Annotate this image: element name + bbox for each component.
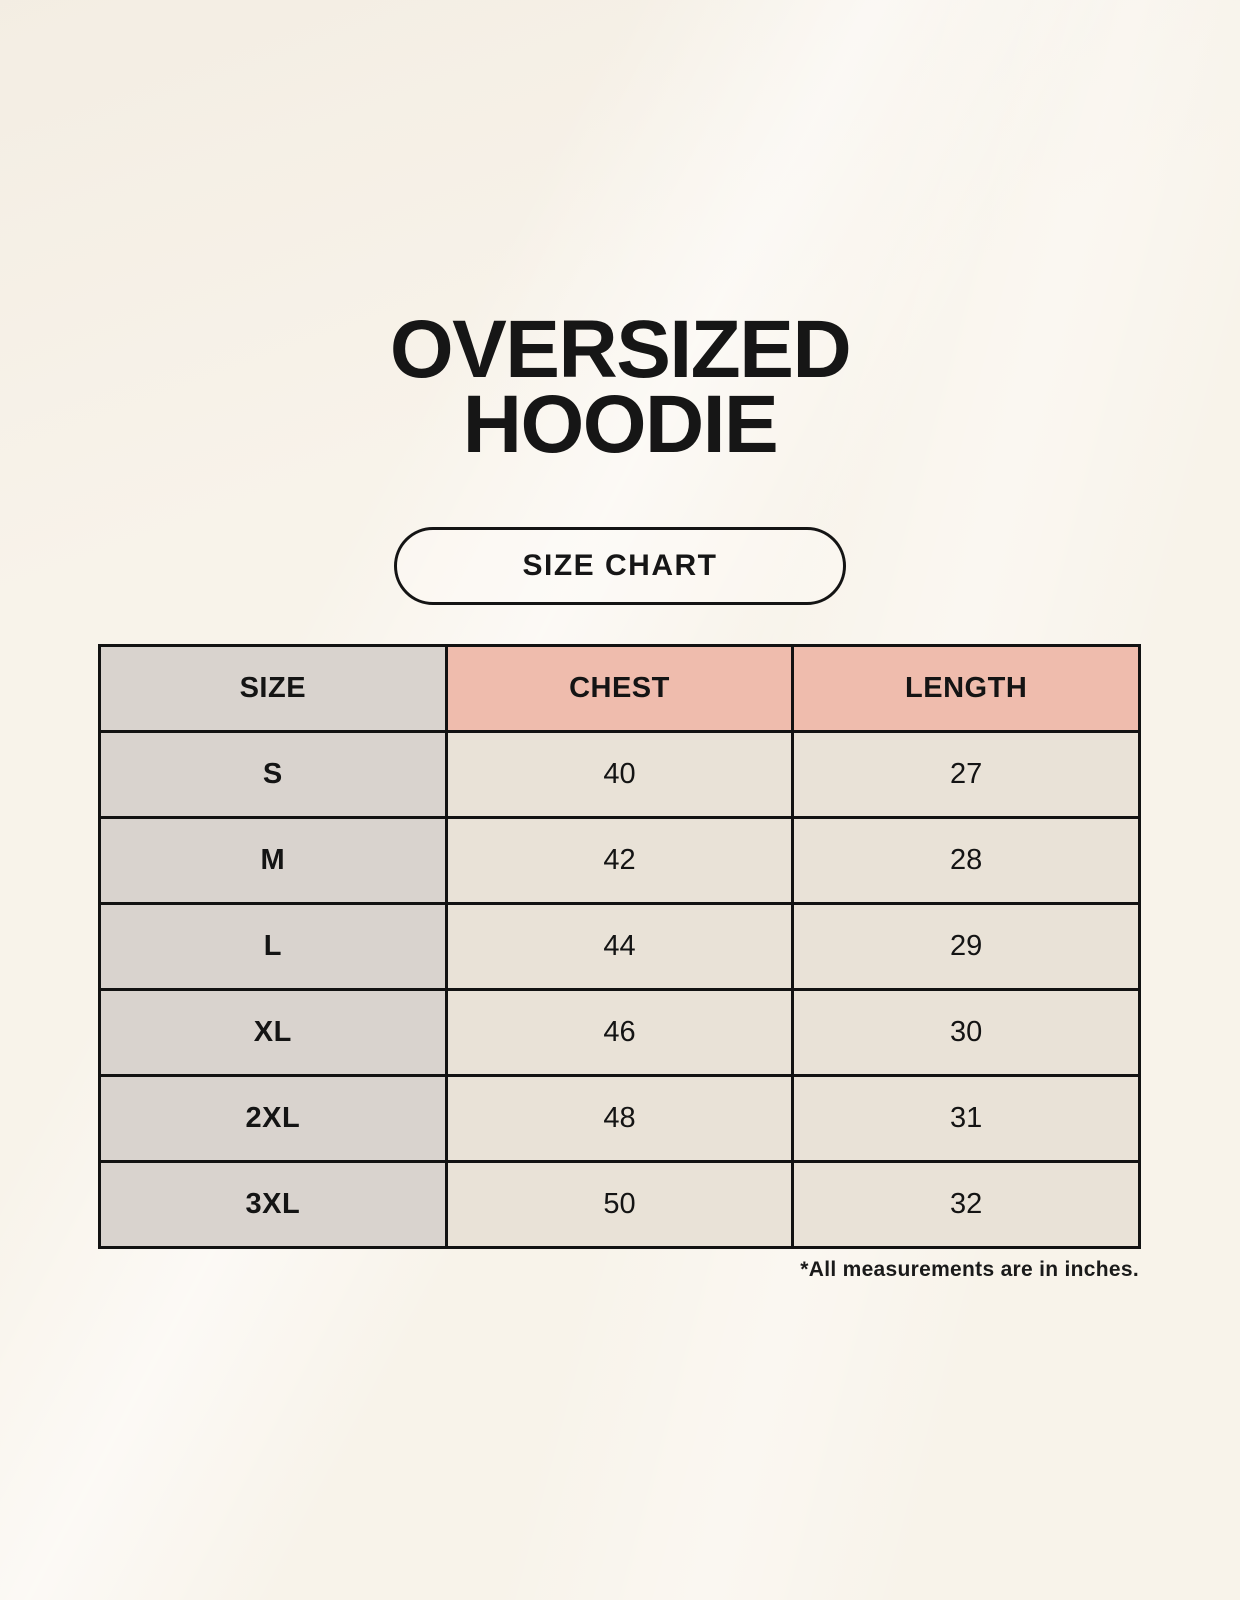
size-label: 3XL bbox=[98, 1160, 448, 1249]
length-value: 29 bbox=[791, 902, 1141, 991]
size-chart-button-label: SIZE CHART bbox=[522, 549, 718, 582]
product-title-line-1: OVERSIZED bbox=[389, 304, 852, 395]
table-row-xl: XL 46 30 bbox=[98, 988, 1141, 1077]
size-label: XL bbox=[98, 988, 448, 1077]
column-header-chest: CHEST bbox=[444, 644, 795, 733]
size-chart-table: SIZE CHEST LENGTH S 40 27 M 42 28 L 44 2… bbox=[98, 644, 1141, 1249]
size-label: 2XL bbox=[98, 1074, 448, 1163]
column-header-length: LENGTH bbox=[791, 644, 1141, 733]
size-chart-table-header: SIZE CHEST LENGTH bbox=[98, 644, 1141, 733]
table-row-l: L 44 29 bbox=[98, 902, 1141, 991]
size-chart-table-body: S 40 27 M 42 28 L 44 29 XL 46 30 2XL 48 bbox=[98, 730, 1141, 1249]
chest-value: 40 bbox=[444, 730, 795, 819]
length-value: 27 bbox=[791, 730, 1141, 819]
length-value: 31 bbox=[791, 1074, 1141, 1163]
measurements-footnote: *All measurements are in inches. bbox=[800, 1258, 1139, 1281]
page-title: OVERSIZED HOODIE bbox=[0, 304, 1240, 471]
length-value: 32 bbox=[791, 1160, 1141, 1249]
table-row-s: S 40 27 bbox=[98, 730, 1141, 819]
chest-value: 46 bbox=[444, 988, 795, 1077]
length-value: 30 bbox=[791, 988, 1141, 1077]
chest-value: 50 bbox=[444, 1160, 795, 1249]
header-row: SIZE CHEST LENGTH bbox=[98, 644, 1141, 733]
chest-value: 48 bbox=[444, 1074, 795, 1163]
table-row-2xl: 2XL 48 31 bbox=[98, 1074, 1141, 1163]
column-header-size: SIZE bbox=[98, 644, 448, 733]
table-row-m: M 42 28 bbox=[98, 816, 1141, 905]
length-value: 28 bbox=[791, 816, 1141, 905]
chest-value: 44 bbox=[444, 902, 795, 991]
product-title-line-2: HOODIE bbox=[462, 379, 779, 471]
size-label: M bbox=[98, 816, 448, 905]
size-label: S bbox=[98, 730, 448, 819]
chest-value: 42 bbox=[444, 816, 795, 905]
size-label: L bbox=[98, 902, 448, 991]
size-chart-button[interactable]: SIZE CHART bbox=[394, 527, 846, 605]
table-row-3xl: 3XL 50 32 bbox=[98, 1160, 1141, 1249]
